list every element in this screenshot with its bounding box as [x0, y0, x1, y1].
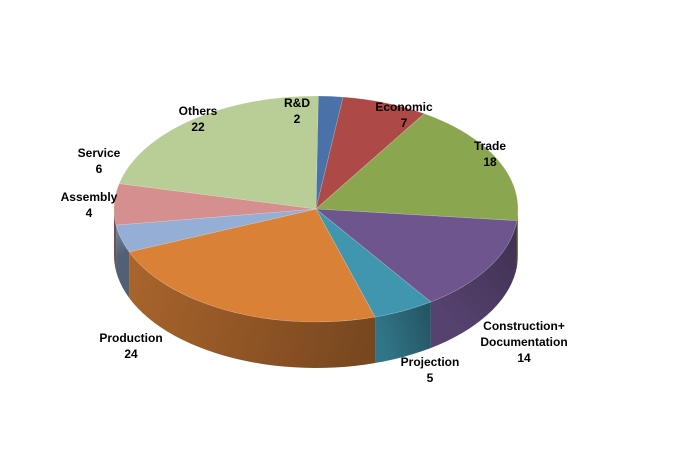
slice-label-assembly: Assembly: [61, 190, 118, 204]
slice-value-economic: 7: [401, 116, 408, 130]
slice-label-others: Others: [179, 104, 218, 118]
pie-side-construction-documentation: [430, 220, 517, 348]
pie-slice-service: [113, 183, 317, 226]
slice-value-trade: 18: [483, 155, 497, 169]
pie-slice-construction-documentation: [315, 208, 518, 303]
data-label-production: Production 24: [99, 331, 162, 361]
data-label-trade: Trade 18: [474, 139, 506, 169]
slice-label-service: Service: [78, 146, 121, 160]
pie-side-service: [114, 209, 117, 272]
pie-slice-economic: [315, 96, 425, 210]
slice-value-assembly: 4: [86, 206, 93, 220]
data-label-others: Others 22: [179, 104, 218, 134]
pie-side-assembly: [116, 225, 130, 298]
pie-side-production: [129, 251, 376, 368]
slice-label-construction-documentation-1: Construction+: [483, 319, 565, 333]
pie-side-projection: [375, 301, 431, 364]
slice-value-service: 6: [96, 162, 103, 176]
slice-value-production: 24: [124, 347, 138, 361]
data-label-projection: Projection 5: [401, 355, 460, 385]
slice-value-construction-documentation: 14: [517, 351, 531, 365]
slice-label-projection: Projection: [401, 355, 460, 369]
pie-slice-assembly: [115, 208, 317, 253]
pie-top-faces: [113, 95, 519, 323]
data-label-r-d: R&D 2: [284, 96, 310, 126]
slice-value-r-d: 2: [294, 112, 301, 126]
data-label-economic: Economic 7: [375, 100, 433, 130]
pie-sides: [114, 209, 518, 368]
slice-label-trade: Trade: [474, 139, 506, 153]
slice-label-construction-documentation-2: Documentation: [480, 335, 567, 349]
pie-slice-trade: [315, 113, 519, 221]
pie-slice-production: [128, 208, 376, 323]
pie-side-trade: [516, 209, 518, 267]
pie-slice-projection: [315, 208, 432, 318]
slice-value-others: 22: [191, 120, 205, 134]
data-label-construction-documentation: Construction+ Documentation 14: [480, 319, 567, 365]
data-label-assembly: Assembly 4: [61, 190, 118, 220]
pie-slice-r-d: [315, 95, 344, 210]
slice-value-projection: 5: [427, 371, 434, 385]
pie-slice-others: [118, 95, 319, 210]
slice-label-production: Production: [99, 331, 162, 345]
pie-labels: R&D 2 Economic 7 Trade 18 Construction+ Documen…: [61, 96, 568, 385]
slice-label-economic: Economic: [375, 100, 433, 114]
data-label-service: Service 6: [78, 146, 121, 176]
slice-label-r-d: R&D: [284, 96, 310, 110]
